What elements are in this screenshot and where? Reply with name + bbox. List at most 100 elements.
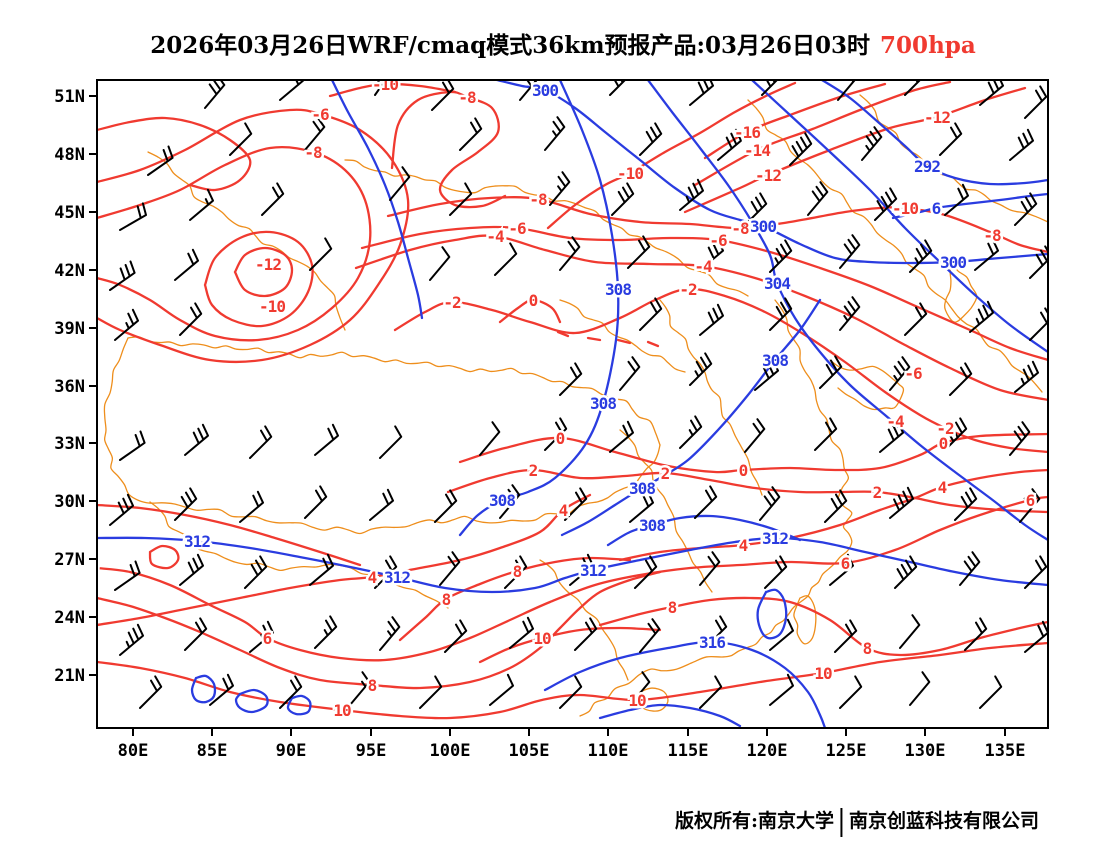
lat-tick-label: 42N — [54, 261, 85, 281]
wind-barb — [904, 80, 922, 96]
temperature-contour-label: 10 — [533, 629, 551, 648]
wind-barb — [544, 417, 568, 451]
wind-barb — [314, 423, 339, 456]
temperature-contour-label: 10 — [333, 701, 351, 720]
wind-barb — [314, 615, 338, 649]
temperature-contour-line-layer — [97, 80, 1048, 720]
wind-barb — [379, 425, 403, 459]
wind-barb — [759, 486, 781, 521]
wind-barb — [814, 417, 838, 451]
wind-barb — [244, 555, 268, 589]
temperature-contour-label: 4 — [559, 501, 568, 520]
wind-barb — [209, 673, 234, 706]
wind-barb — [489, 673, 514, 706]
lat-tick-label: 33N — [54, 434, 85, 454]
temperature-contour-line — [97, 570, 662, 690]
temperature-contour-label: -6 — [508, 219, 526, 238]
temperature-contour-label: -8 — [529, 190, 547, 209]
wind-barb — [619, 356, 641, 391]
wind-barb — [879, 420, 904, 453]
wind-barb — [279, 675, 303, 709]
wind-barb-layer — [109, 80, 1048, 709]
lat-tick-label: 45N — [54, 203, 85, 223]
wind-barb — [559, 236, 581, 271]
wind-barb — [754, 358, 779, 391]
height-contour-line — [646, 80, 1048, 542]
lon-tick-label: 100E — [430, 741, 471, 761]
temperature-contour-line — [683, 86, 1027, 214]
wind-barb — [519, 80, 539, 101]
wind-barb — [184, 423, 209, 456]
title-pressure-level: 700hpa — [880, 32, 976, 59]
temperature-contour-line — [393, 287, 1048, 454]
map-frame — [96, 79, 1049, 729]
lat-tick-label: 21N — [54, 666, 85, 686]
wind-barb — [109, 493, 134, 526]
wind-barb — [874, 187, 898, 221]
lon-tick-label: 105E — [509, 741, 550, 761]
temperature-contour-label: -16 — [734, 123, 760, 142]
temperature-contour-line — [398, 556, 632, 642]
wind-barb — [249, 425, 273, 459]
height-contour-label: 316 — [699, 633, 725, 652]
height-contour-label: 300 — [750, 217, 776, 236]
height-contour-line — [330, 80, 424, 320]
height-contour-label: 312 — [762, 529, 788, 548]
wind-barb — [899, 614, 921, 649]
wind-barb — [969, 300, 994, 333]
province-boundary-line — [559, 299, 686, 373]
wind-barb — [449, 182, 473, 216]
temperature-contour-label: -8 — [458, 88, 476, 107]
height-contour-line — [891, 192, 1048, 220]
height-contour-label: 312 — [184, 532, 210, 551]
wind-barb — [439, 551, 461, 586]
province-boundary-line — [747, 99, 1043, 393]
wind-barb — [1014, 192, 1038, 226]
wind-barb — [434, 489, 458, 523]
temperature-contour-label: 0 — [939, 434, 948, 453]
temperature-contour-label: -2 — [443, 293, 461, 312]
wind-barb — [889, 356, 911, 391]
wind-barb — [574, 617, 598, 651]
wind-barb — [699, 303, 724, 336]
wind-barb — [954, 487, 978, 521]
lon-tick-label: 130E — [905, 741, 946, 761]
wind-barb — [819, 355, 843, 389]
wind-barb — [639, 618, 661, 653]
province-boundary-line — [859, 94, 1048, 223]
temperature-contour-label: -6 — [904, 364, 922, 383]
wind-barb — [499, 484, 521, 519]
wind-barb — [839, 675, 863, 709]
wind-barb — [629, 671, 651, 706]
wind-barb — [769, 297, 793, 331]
wind-barb — [444, 619, 468, 653]
wind-barb — [679, 178, 704, 211]
height-contour-label: 308 — [639, 516, 665, 535]
temperature-contour-label: -4 — [694, 257, 712, 276]
temperature-contour-label: -2 — [936, 419, 954, 438]
height-contour-line — [756, 588, 788, 640]
wind-barb — [964, 617, 988, 651]
height-contour-line — [820, 80, 1048, 186]
wind-barb — [309, 553, 334, 586]
lon-tick-label: 135E — [985, 741, 1026, 761]
wind-barb — [544, 116, 566, 151]
wind-barb — [699, 675, 723, 709]
temperature-contour-label: -6 — [311, 105, 329, 124]
province-boundary-line — [793, 595, 817, 645]
lat-tick-label: 51N — [54, 87, 85, 107]
height-contour-line — [97, 536, 1048, 594]
wind-barb — [261, 182, 285, 216]
height-contour-line — [495, 80, 1048, 265]
height-contour-line — [286, 694, 312, 716]
map-frame-layer — [89, 79, 1049, 736]
lon-tick-label: 120E — [747, 741, 788, 761]
wind-barb — [174, 487, 198, 521]
temperature-contour-label: 0 — [739, 461, 748, 480]
wind-barb — [744, 418, 766, 453]
title-main: 2026年03月26日WRF/cmaq模式36km预报产品:03月26日03时 — [150, 32, 871, 59]
wind-barb — [184, 617, 208, 651]
height-contour-line — [560, 298, 822, 537]
temperature-contour-line — [328, 82, 457, 98]
